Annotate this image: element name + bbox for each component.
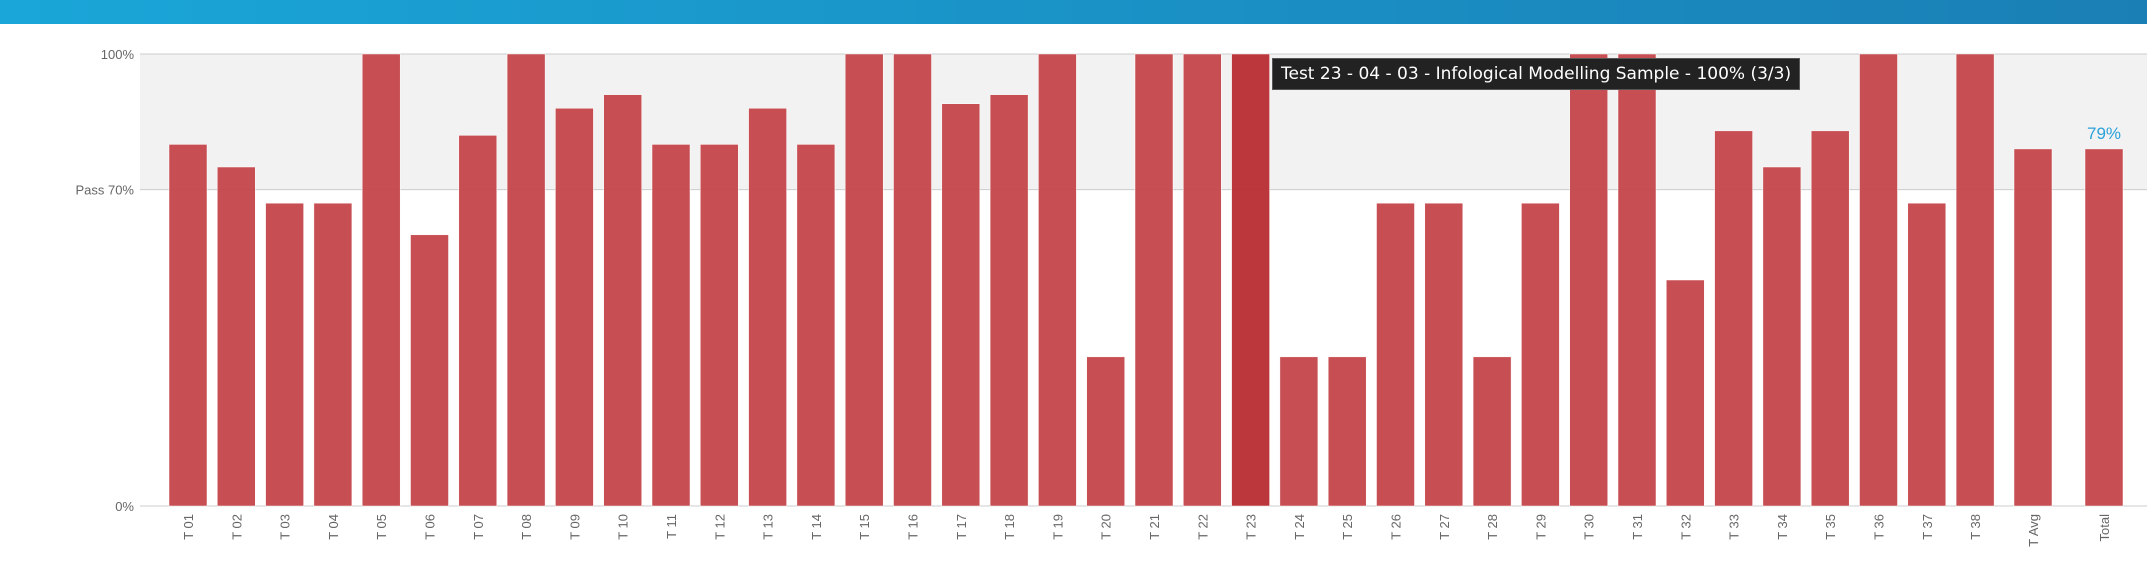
x-tick-label: T 07 [471,514,486,540]
bar-t-24[interactable] [1279,356,1319,507]
bar-t-29[interactable] [1521,202,1560,507]
x-tick-label: T 22 [1195,514,1210,540]
x-tick-label: T 08 [519,514,534,540]
x-axis-ticks: T 01 T 02 T 03 T 04 T 05 T 06 T 07 T 08 T 09 T 10… [181,514,2112,547]
x-tick-label: T 03 [278,514,293,540]
x-tick-label: T 33 [1727,514,1742,540]
x-tick-label: T 01 [181,514,196,540]
bar-t-31[interactable] [1617,53,1657,507]
x-tick-label: T 38 [1968,514,1983,540]
bar-t-15[interactable] [844,53,884,507]
bar-t-13[interactable] [748,107,787,507]
bar-t-18[interactable] [989,94,1029,507]
bar-t-36[interactable] [1859,53,1898,507]
bar-t-06[interactable] [410,234,449,507]
bar-t-01[interactable] [168,144,208,507]
x-tick-label: Total [2097,514,2112,542]
x-tick-label: T 24 [1292,514,1307,540]
bar-t-21[interactable] [1134,53,1174,507]
x-tick-label: T 16 [906,514,921,540]
bar-tooltip: Test 23 - 04 - 03 - Infological Modellin… [1272,58,1801,90]
bar-t-17[interactable] [941,103,981,507]
x-tick-label: T 19 [1050,514,1065,540]
x-tick-label: T 23 [1244,514,1259,540]
x-tick-label: T 11 [664,514,679,539]
x-tick-label: T 21 [1147,514,1162,540]
y-axis-ticks: 100% Pass 70% 0% [75,47,134,514]
x-tick-label: T 04 [326,514,341,540]
bar-t-02[interactable] [217,166,256,507]
x-tick-label: T 18 [1002,514,1017,540]
bar-t-33[interactable] [1714,130,1753,507]
x-tick-label: T 14 [809,514,824,540]
bar-t-11[interactable] [651,144,691,507]
top-header-bar [0,0,2147,24]
bar-t-23[interactable] [1231,53,1270,507]
bar-total[interactable] [2084,148,2124,507]
x-tick-label: T 34 [1775,514,1790,540]
bars[interactable] [168,53,2124,507]
bar-t-03[interactable] [265,202,304,507]
x-tick-label: T 13 [761,514,776,540]
x-tick-label: T 29 [1533,514,1548,540]
bar-t-07[interactable] [458,135,498,507]
x-tick-label: T 15 [857,514,872,540]
y-tick-label: Pass 70% [75,183,134,198]
bar-t-20[interactable] [1086,356,1125,507]
bar-t-16[interactable] [893,53,932,507]
bar-t-38[interactable] [1955,53,1995,507]
bar-t-30[interactable] [1569,53,1608,507]
bar-t-26[interactable] [1376,202,1415,507]
bar-t-28[interactable] [1472,356,1512,507]
bar-t-32[interactable] [1666,279,1705,507]
bar-t-avg[interactable] [2013,148,2053,507]
x-tick-label: T 28 [1485,514,1500,540]
bar-t-09[interactable] [555,107,594,507]
total-value-label: 79% [2087,124,2121,143]
bar-t-37[interactable] [1907,202,1947,507]
x-tick-label: T 25 [1340,514,1355,540]
bar-t-27[interactable] [1424,202,1464,507]
bar-t-12[interactable] [700,144,739,507]
x-tick-label: T 02 [229,514,244,540]
bar-t-10[interactable] [603,94,642,507]
bar-t-04[interactable] [313,202,353,507]
bar-t-34[interactable] [1762,166,1802,507]
x-tick-label: T 36 [1872,514,1887,540]
x-tick-label: T Avg [2026,514,2041,547]
data-labels: 79% [2087,124,2121,143]
bar-t-19[interactable] [1038,53,1077,507]
y-tick-label: 100% [101,47,135,62]
x-tick-label: T 32 [1678,514,1693,540]
bar-t-14[interactable] [796,144,836,507]
y-tick-label: 0% [115,499,134,514]
x-tick-label: T 20 [1099,514,1114,540]
x-tick-label: T 30 [1582,514,1597,540]
x-tick-label: T 26 [1389,514,1404,540]
bar-t-35[interactable] [1810,130,1850,507]
bar-t-22[interactable] [1183,53,1222,507]
x-tick-label: T 09 [567,514,582,540]
x-tick-label: T 35 [1823,514,1838,540]
bar-t-25[interactable] [1327,356,1367,507]
x-tick-label: T 05 [374,514,389,540]
x-tick-label: T 37 [1920,514,1935,540]
x-tick-label: T 10 [616,514,631,540]
x-tick-label: T 27 [1437,514,1452,540]
x-tick-label: T 17 [954,514,969,540]
x-tick-label: T 06 [423,514,438,540]
x-tick-label: T 31 [1630,514,1645,540]
bar-t-08[interactable] [506,53,546,507]
x-tick-label: T 12 [712,514,727,540]
bar-t-05[interactable] [361,53,401,507]
